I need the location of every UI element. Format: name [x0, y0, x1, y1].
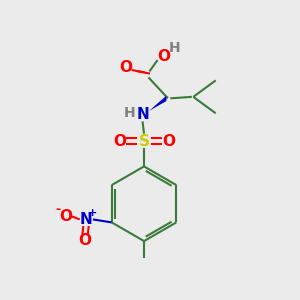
Text: +: +: [88, 208, 97, 218]
Text: H: H: [169, 40, 181, 55]
Text: O: O: [78, 233, 91, 248]
Text: H: H: [123, 106, 135, 120]
Polygon shape: [149, 96, 166, 111]
Text: O: O: [157, 49, 170, 64]
Text: -: -: [56, 203, 61, 216]
Text: O: O: [162, 134, 175, 148]
Text: O: O: [119, 60, 132, 75]
Text: O: O: [113, 134, 126, 148]
Text: O: O: [59, 209, 72, 224]
Text: S: S: [139, 134, 149, 148]
Text: N: N: [80, 212, 93, 227]
Text: N: N: [136, 107, 149, 122]
